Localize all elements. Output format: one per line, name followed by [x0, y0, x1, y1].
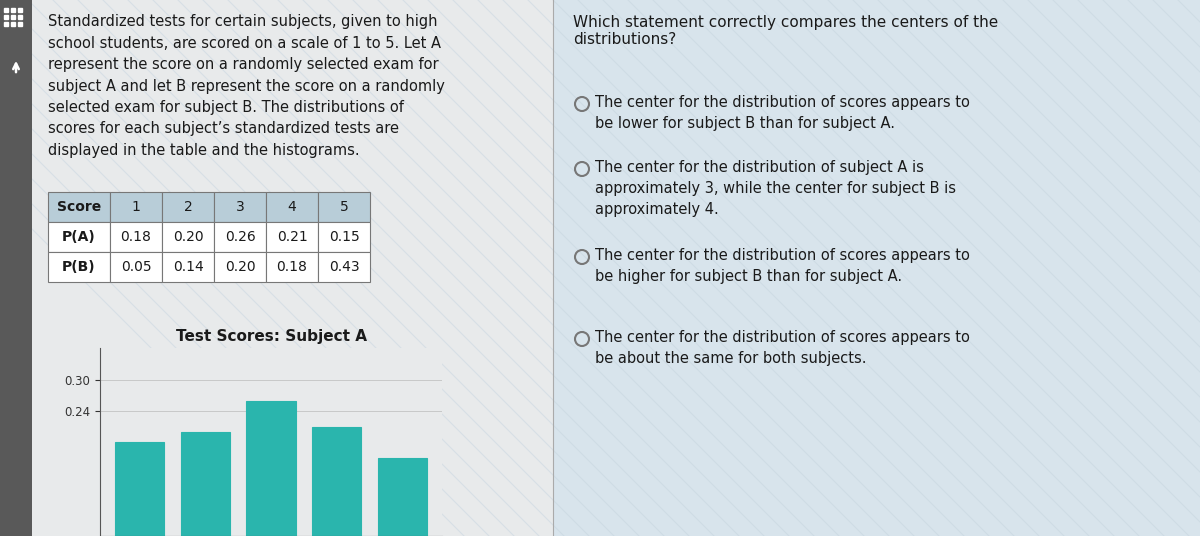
Text: 0.15: 0.15 — [329, 230, 359, 244]
Bar — [266, 222, 318, 252]
Text: Standardized tests for certain subjects, given to high: Standardized tests for certain subjects,… — [48, 14, 438, 29]
Text: 0.14: 0.14 — [173, 260, 203, 274]
Text: 2: 2 — [184, 200, 192, 214]
Bar — [318, 222, 370, 252]
Text: The center for the distribution of scores appears to: The center for the distribution of score… — [595, 330, 970, 345]
Text: displayed in the table and the histograms.: displayed in the table and the histogram… — [48, 143, 360, 158]
Bar — [162, 252, 214, 282]
Text: P(A): P(A) — [62, 230, 96, 244]
Bar — [110, 222, 162, 252]
Text: 5: 5 — [340, 200, 348, 214]
Text: be about the same for both subjects.: be about the same for both subjects. — [595, 351, 866, 366]
Text: subject A and let B represent the score on a randomly: subject A and let B represent the score … — [48, 78, 445, 93]
Text: The center for the distribution of scores appears to: The center for the distribution of score… — [595, 95, 970, 110]
Bar — [162, 192, 214, 222]
Bar — [162, 222, 214, 252]
Text: 0.18: 0.18 — [276, 260, 307, 274]
Text: Score: Score — [56, 200, 101, 214]
Bar — [553, 0, 1200, 536]
Text: 0.43: 0.43 — [329, 260, 359, 274]
Text: scores for each subject’s standardized tests are: scores for each subject’s standardized t… — [48, 122, 398, 137]
Bar — [318, 192, 370, 222]
Text: 0.20: 0.20 — [224, 260, 256, 274]
Bar — [378, 458, 427, 536]
Bar — [0, 0, 553, 536]
Bar — [214, 192, 266, 222]
Text: 4: 4 — [288, 200, 296, 214]
Bar — [318, 252, 370, 282]
Text: 0.26: 0.26 — [224, 230, 256, 244]
Text: 0.20: 0.20 — [173, 230, 203, 244]
Text: 0.18: 0.18 — [120, 230, 151, 244]
Bar — [115, 442, 164, 536]
Bar — [266, 192, 318, 222]
Text: be lower for subject B than for subject A.: be lower for subject B than for subject … — [595, 116, 895, 131]
Text: selected exam for subject B. The distributions of: selected exam for subject B. The distrib… — [48, 100, 404, 115]
Bar — [180, 432, 230, 536]
Text: 3: 3 — [235, 200, 245, 214]
Bar — [246, 400, 295, 536]
Text: 1: 1 — [132, 200, 140, 214]
Bar — [110, 192, 162, 222]
Bar — [48, 222, 110, 252]
Text: be higher for subject B than for subject A.: be higher for subject B than for subject… — [595, 269, 902, 284]
Bar — [266, 252, 318, 282]
Bar — [110, 252, 162, 282]
Bar — [214, 222, 266, 252]
Text: The center for the distribution of subject A is: The center for the distribution of subje… — [595, 160, 924, 175]
Text: approximately 3, while the center for subject B is: approximately 3, while the center for su… — [595, 181, 956, 196]
Bar — [312, 427, 361, 536]
Text: school students, are scored on a scale of 1 to 5. Let A: school students, are scored on a scale o… — [48, 35, 442, 50]
Text: P(B): P(B) — [62, 260, 96, 274]
Bar — [214, 252, 266, 282]
Text: 0.21: 0.21 — [277, 230, 307, 244]
Title: Test Scores: Subject A: Test Scores: Subject A — [175, 330, 366, 345]
Text: represent the score on a randomly selected exam for: represent the score on a randomly select… — [48, 57, 439, 72]
Text: The center for the distribution of scores appears to: The center for the distribution of score… — [595, 248, 970, 263]
Text: 0.05: 0.05 — [121, 260, 151, 274]
Text: Which statement correctly compares the centers of the
distributions?: Which statement correctly compares the c… — [574, 15, 998, 47]
Text: approximately 4.: approximately 4. — [595, 202, 719, 217]
Bar — [48, 252, 110, 282]
Bar — [48, 192, 110, 222]
Bar — [0, 0, 32, 536]
